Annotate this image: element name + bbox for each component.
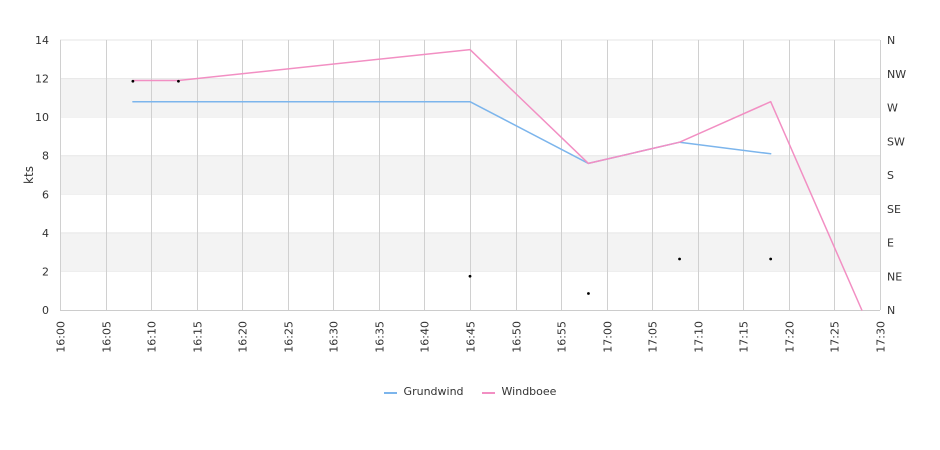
direction-dot xyxy=(678,257,681,261)
direction-dot xyxy=(587,292,590,295)
direction-tick-label: NW xyxy=(887,68,906,81)
y-tick-label: 6 xyxy=(42,188,49,201)
direction-tick-label: N xyxy=(887,34,895,47)
legend-item-grundwind[interactable]: Grundwind xyxy=(383,385,464,398)
direction-tick-label: S xyxy=(887,169,894,182)
x-tick-label: 16:20 xyxy=(237,321,250,353)
direction-tick-label: W xyxy=(887,102,898,115)
direction-axis-tick-labels: N NE E SE S SW W NW N xyxy=(887,34,906,317)
direction-dot xyxy=(769,257,773,261)
x-tick-label: 16:05 xyxy=(101,321,114,353)
vertical-gridlines xyxy=(60,40,881,310)
grundwind-swatch-icon xyxy=(383,391,397,394)
x-tick-label: 17:25 xyxy=(829,321,842,353)
legend-label-grundwind: Grundwind xyxy=(403,385,464,398)
x-tick-label: 17:00 xyxy=(602,321,615,353)
y-tick-label: 2 xyxy=(42,265,49,278)
y-tick-label: 14 xyxy=(35,34,49,47)
direction-tick-label: E xyxy=(887,237,894,250)
x-tick-label: 17:10 xyxy=(693,321,706,353)
x-tick-label: 16:35 xyxy=(374,321,387,353)
x-tick-label: 17:20 xyxy=(784,321,797,353)
x-tick-label: 16:15 xyxy=(192,321,205,353)
x-tick-label: 16:45 xyxy=(465,321,478,353)
y-axis-label: kts xyxy=(22,166,36,184)
y-tick-label: 4 xyxy=(42,227,49,240)
x-tick-label: 17:15 xyxy=(738,321,751,353)
y-tick-label: 12 xyxy=(35,73,49,86)
y-axis-tick-labels: 0 2 4 6 8 10 12 14 xyxy=(35,34,49,317)
direction-dot xyxy=(131,79,135,83)
direction-tick-label: SE xyxy=(887,203,901,216)
x-tick-label: 16:25 xyxy=(283,321,296,353)
x-tick-label: 16:00 xyxy=(55,321,68,353)
windboee-swatch-icon xyxy=(481,391,495,394)
direction-tick-label: N xyxy=(887,304,895,317)
direction-tick-label: SW xyxy=(887,135,905,148)
x-axis-tick-labels: 16:00 16:05 16:10 16:15 16:20 16:25 16:30 16:35… xyxy=(55,321,888,353)
series-line-grundwind xyxy=(132,100,772,165)
legend: Grundwind Windboee xyxy=(0,385,940,398)
direction-dot xyxy=(468,274,472,278)
direction-dot xyxy=(177,79,180,83)
legend-item-windboee[interactable]: Windboee xyxy=(481,385,557,398)
x-tick-label: 17:05 xyxy=(647,321,660,353)
y-tick-label: 8 xyxy=(42,150,49,163)
y-tick-label: 0 xyxy=(42,304,49,317)
x-tick-label: 16:50 xyxy=(511,321,524,353)
x-tick-label: 16:30 xyxy=(328,321,341,353)
direction-dots xyxy=(131,79,773,295)
x-tick-label: 16:55 xyxy=(556,321,569,353)
x-tick-label: 16:40 xyxy=(419,321,432,353)
x-tick-label: 16:10 xyxy=(146,321,159,353)
legend-label-windboee: Windboee xyxy=(501,385,557,398)
y-tick-label: 10 xyxy=(35,111,49,124)
direction-tick-label: NE xyxy=(887,270,902,283)
x-tick-label: 17:30 xyxy=(875,321,888,353)
